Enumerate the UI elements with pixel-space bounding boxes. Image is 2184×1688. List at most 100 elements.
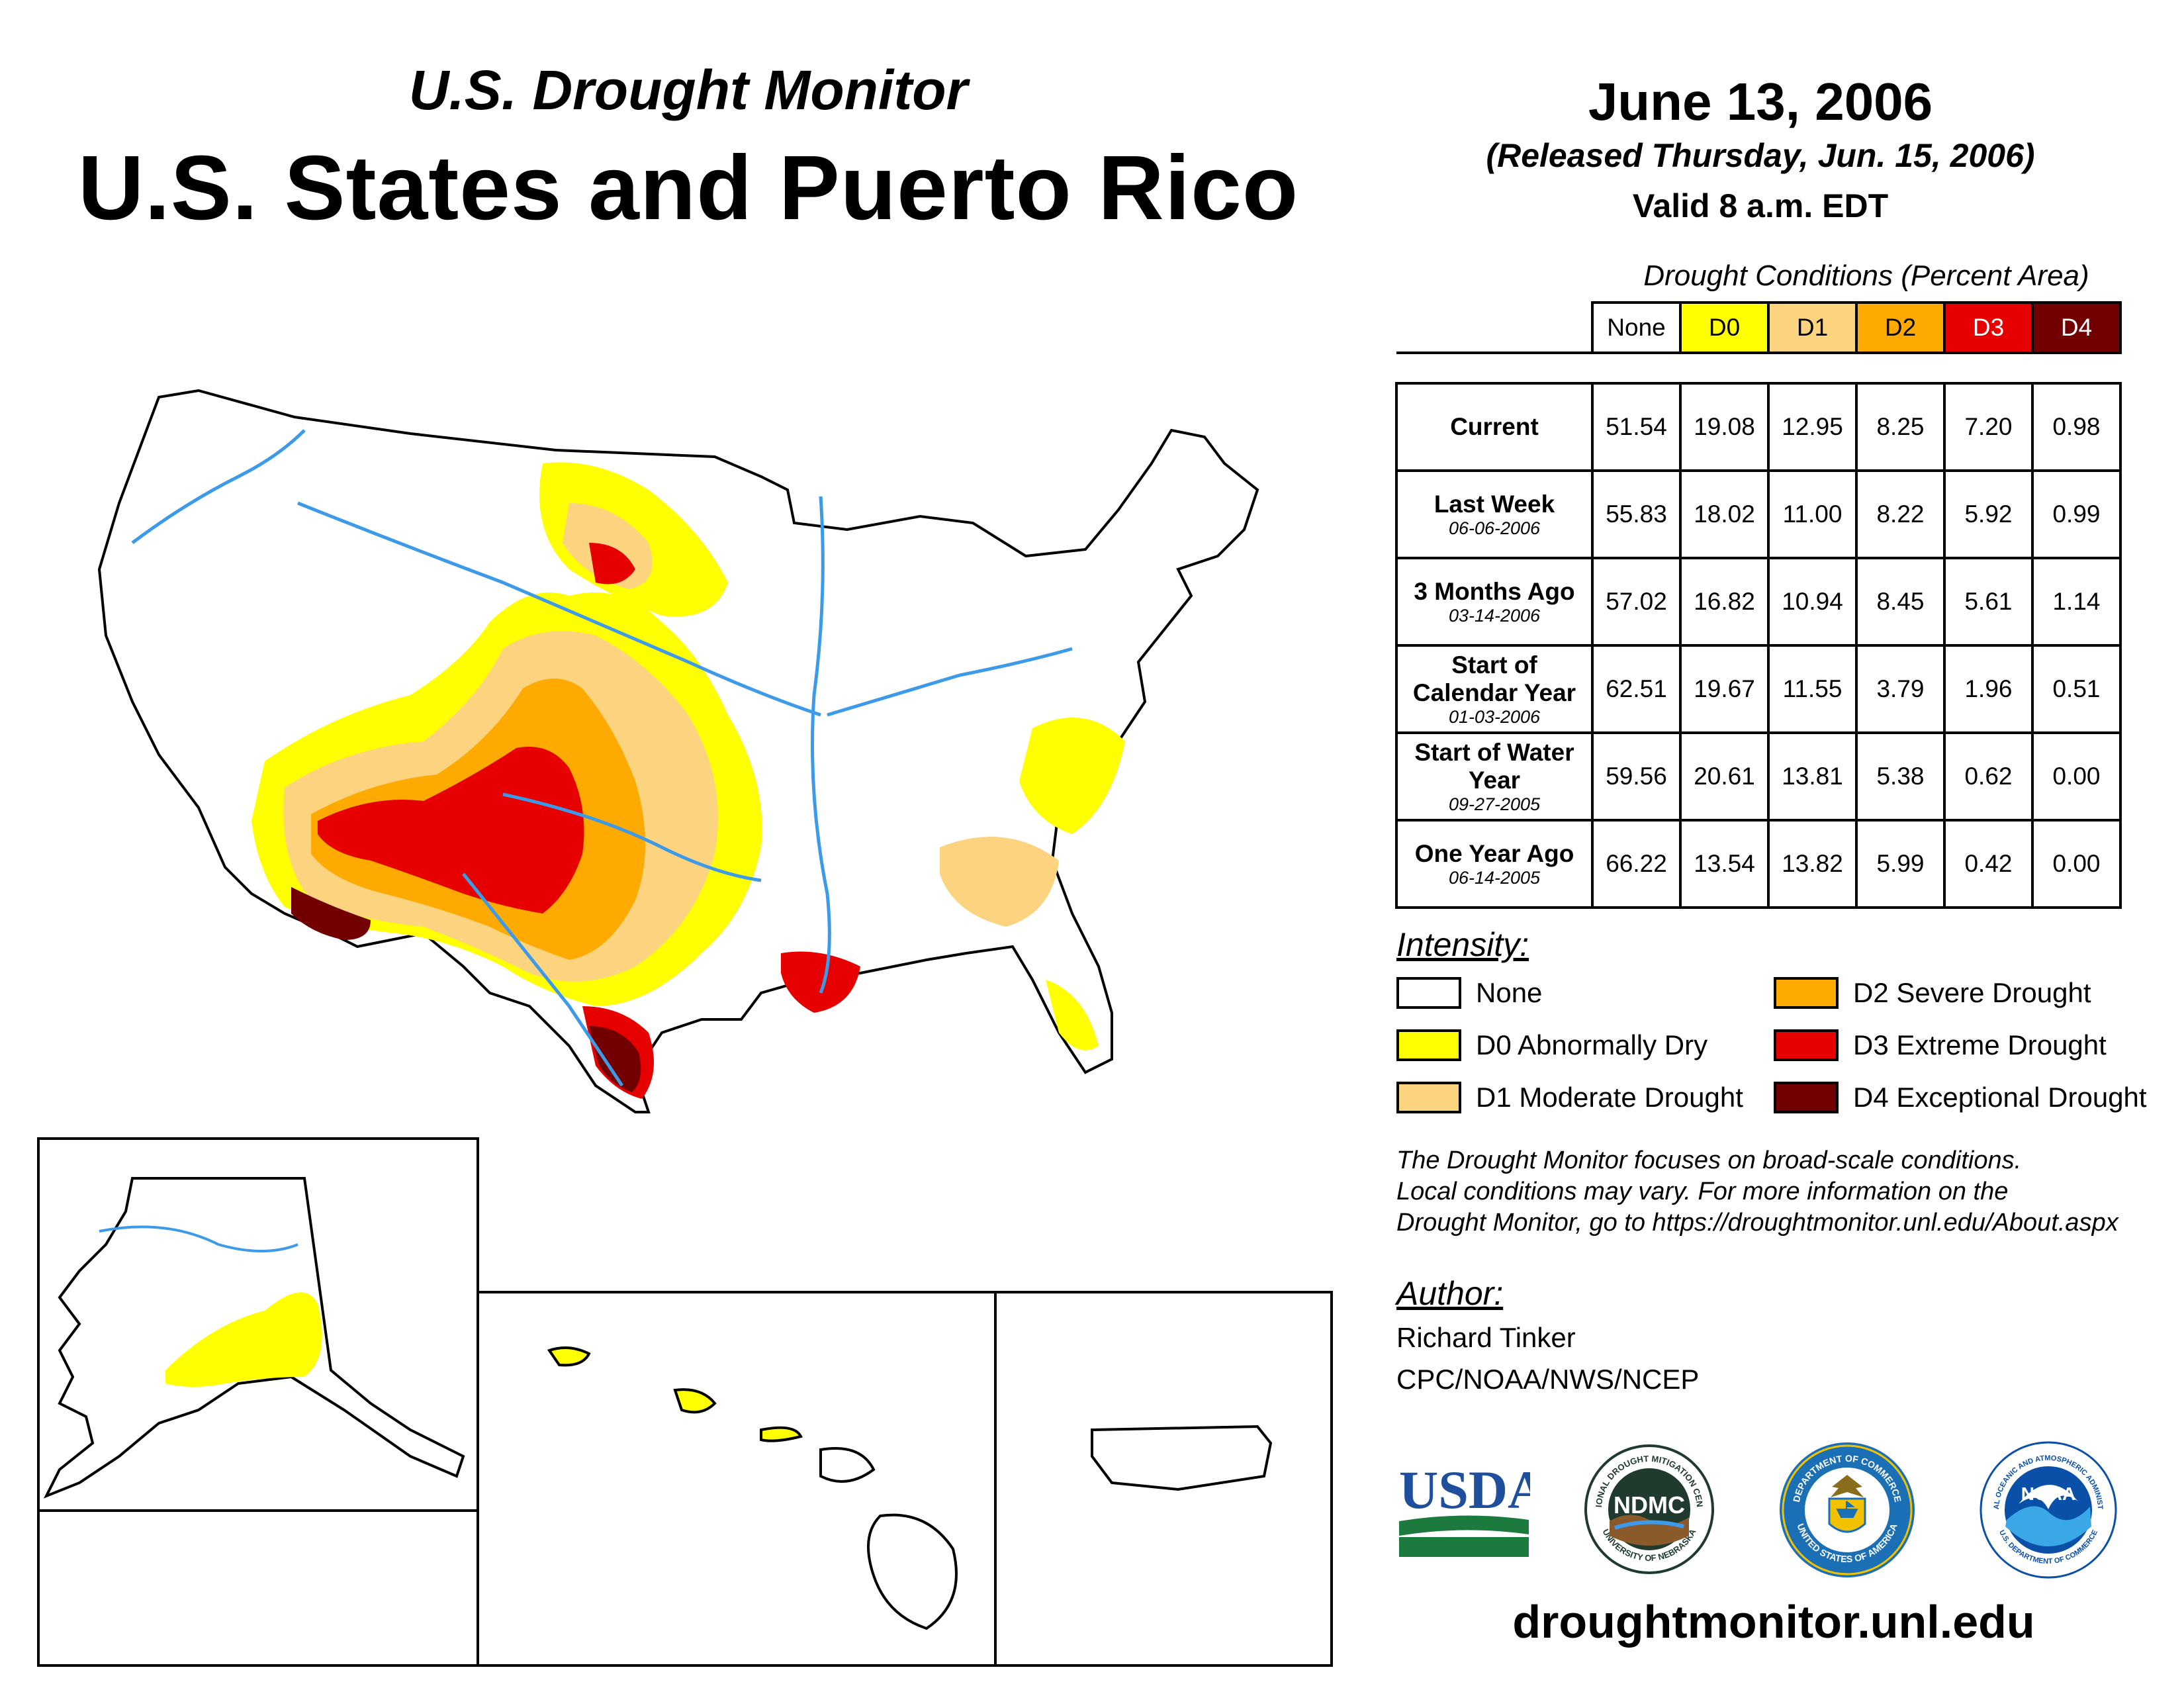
table-cell: 8.25: [1855, 382, 1946, 472]
legend-swatch: [1396, 1082, 1461, 1113]
d0-region-southeast: [1019, 718, 1125, 834]
table-cell: 20.61: [1679, 731, 1770, 821]
table-cell: 55.83: [1591, 469, 1682, 559]
table-cell: 0.51: [2031, 644, 2122, 734]
legend-swatch: [1396, 1029, 1461, 1061]
legend-label: None: [1476, 977, 1543, 1008]
table-cell: 66.22: [1591, 819, 1682, 909]
legend-item-d4: D4 Exceptional Drought: [1774, 1082, 2147, 1113]
column-header-d2: D2: [1855, 301, 1946, 354]
table-cell: 13.82: [1767, 819, 1858, 909]
table-cell: 1.14: [2031, 557, 2122, 647]
legend-swatch: [1774, 1082, 1839, 1113]
table-cell: 0.62: [1943, 731, 2034, 821]
legend-swatch: [1396, 977, 1461, 1009]
table-cell: 0.42: [1943, 819, 2034, 909]
row-date: 09-27-2005: [1448, 794, 1541, 814]
noaa-logo-text: NOAA: [2021, 1483, 2075, 1504]
column-header-d3: D3: [1943, 301, 2034, 354]
ship-icon: [1836, 1501, 1858, 1518]
table-cell: 18.02: [1679, 469, 1770, 559]
author-name: Richard Tinker: [1396, 1322, 1576, 1353]
doc-seal-gold-ring: [1782, 1444, 1913, 1575]
puerto-rico-outline: [1091, 1425, 1273, 1491]
river-red: [502, 792, 762, 882]
map-date: June 13, 2006: [1588, 72, 1933, 131]
island-maui: [819, 1447, 876, 1483]
table-cell: 0.00: [2031, 819, 2122, 909]
table-cell: 12.95: [1767, 382, 1858, 472]
legend-label: D4 Exceptional Drought: [1853, 1082, 2147, 1113]
island-hawaii: [867, 1513, 958, 1630]
note-line: Local conditions may vary. For more info…: [1396, 1178, 2009, 1205]
d3-region-south-dakota: [589, 543, 635, 585]
usda-swoosh: [1399, 1515, 1529, 1536]
island-kauai: [547, 1346, 591, 1367]
river-columbia: [131, 429, 306, 545]
legend-item-d3: D3 Extreme Drought: [1774, 1029, 2107, 1061]
river-ohio: [827, 647, 1073, 717]
legend-label: D1 Moderate Drought: [1476, 1082, 1743, 1113]
usda-logo-text: USDA: [1399, 1460, 1530, 1520]
table-cell: 16.82: [1679, 557, 1770, 647]
river-yukon: [99, 1225, 298, 1252]
row-label-text: Current: [1450, 413, 1539, 440]
row-date: 01-03-2006: [1448, 707, 1541, 727]
table-spacer: [1396, 352, 2120, 385]
noaa-wave: [2005, 1506, 2091, 1546]
row-date: 06-06-2006: [1448, 518, 1541, 538]
legend-title: Intensity:: [1396, 926, 1529, 963]
usda-logo: USDA: [1399, 1460, 1530, 1557]
table-cell: 11.55: [1767, 644, 1858, 734]
table-cell: 8.22: [1855, 469, 1946, 559]
table-cell: 8.45: [1855, 557, 1946, 647]
row-label-text: 3 Months Ago: [1414, 578, 1575, 605]
table-cell: 7.20: [1943, 382, 2034, 472]
legend-label: D3 Extreme Drought: [1853, 1029, 2107, 1060]
author-heading: Author:: [1396, 1275, 1504, 1312]
row-label: Last Week 06-06-2006: [1395, 469, 1594, 559]
department-of-commerce-seal: DEPARTMENT OF COMMERCE UNITED STATES OF …: [1780, 1442, 1915, 1577]
table-cell: 62.51: [1591, 644, 1682, 734]
hawaii-pr-inset-frame: [477, 1291, 1333, 1667]
d0-region-alaska: [165, 1292, 322, 1387]
website-url[interactable]: droughtmonitor.unl.edu: [1512, 1596, 2035, 1648]
river-missouri: [297, 501, 821, 717]
legend-label: D0 Abnormally Dry: [1476, 1029, 1708, 1060]
table-cell: 0.00: [2031, 731, 2122, 821]
row-label-text: Start of Water Year: [1414, 739, 1574, 794]
row-date: 06-14-2005: [1448, 868, 1541, 888]
row-label: Start of Water Year 09-27-2005: [1395, 731, 1594, 821]
row-label: 3 Months Ago 03-14-2006: [1395, 557, 1594, 647]
legend-swatch: [1774, 977, 1839, 1009]
row-label: One Year Ago 06-14-2005: [1395, 819, 1594, 909]
column-header-d0: D0: [1679, 301, 1770, 354]
table-cell: 5.92: [1943, 469, 2034, 559]
table-cell: 10.94: [1767, 557, 1858, 647]
table-cell: 5.38: [1855, 731, 1946, 821]
table-cell: 11.00: [1767, 469, 1858, 559]
author-organization: CPC/NOAA/NWS/NCEP: [1396, 1364, 1700, 1395]
table-cell: 1.96: [1943, 644, 2034, 734]
d3-region-southwest: [318, 747, 584, 914]
table-cell: 5.61: [1943, 557, 2034, 647]
table-cell: 13.54: [1679, 819, 1770, 909]
legend-swatch: [1774, 1029, 1839, 1061]
table-cell: 13.81: [1767, 731, 1858, 821]
row-label-text: Last Week: [1433, 491, 1555, 518]
legend-item-d1: D1 Moderate Drought: [1396, 1082, 1743, 1113]
legend-item-d2: D2 Severe Drought: [1774, 977, 2091, 1009]
legend-label: D2 Severe Drought: [1853, 977, 2091, 1008]
d4-region-arizona: [291, 887, 371, 940]
release-date: (Released Thursday, Jun. 15, 2006): [1486, 137, 2035, 174]
note-line: Drought Monitor, go to https://droughtmo…: [1396, 1209, 2118, 1237]
table-cell: 5.99: [1855, 819, 1946, 909]
table-cell: 57.02: [1591, 557, 1682, 647]
ndmc-logo-text: NDMC: [1614, 1491, 1685, 1519]
column-header-d1: D1: [1767, 301, 1858, 354]
row-date: 03-14-2006: [1448, 606, 1541, 626]
table-corner: [1396, 303, 1592, 353]
river-mississippi: [811, 496, 831, 994]
island-molokai: [760, 1426, 803, 1442]
ndmc-water-line: [1614, 1520, 1684, 1530]
